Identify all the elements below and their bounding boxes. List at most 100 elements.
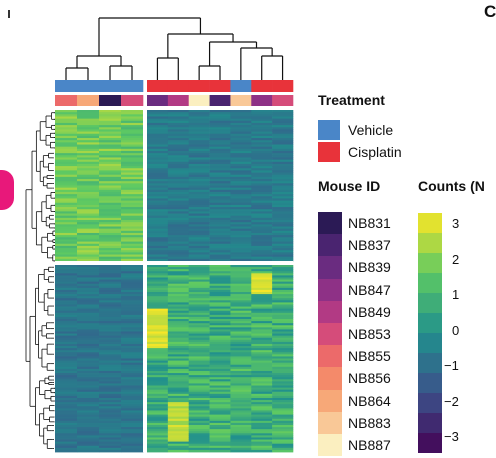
heatmap-cell: [77, 348, 100, 351]
heatmap-cell: [230, 159, 252, 163]
heatmap-cell: [188, 375, 210, 378]
heatmap-cell: [121, 331, 144, 334]
heatmap-cell: [251, 373, 273, 376]
heatmap-cell: [251, 316, 273, 320]
heatmap-cell: [77, 172, 100, 176]
heatmap-cell: [167, 287, 190, 291]
heatmap-cell: [209, 179, 231, 182]
heatmap-cell: [209, 449, 231, 453]
heatmap-cell: [167, 220, 190, 223]
mouse-legend-item: NB887: [318, 433, 391, 457]
heatmap-cell: [188, 410, 210, 413]
heatmap-cell: [251, 252, 273, 255]
heatmap-cell: [121, 250, 144, 253]
heatmap-cell: [230, 217, 252, 221]
heatmap-cell: [188, 381, 210, 384]
mouse-swatch: [318, 367, 342, 390]
heatmap-cell: [251, 427, 273, 430]
heatmap-cell: [55, 129, 78, 132]
heatmap-cell: [55, 362, 78, 366]
heatmap-cell: [55, 404, 78, 407]
heatmap-cell: [121, 191, 144, 195]
heatmap-cell: [272, 269, 294, 272]
heatmap-cell: [77, 239, 100, 242]
heatmap-cell: [251, 129, 273, 132]
heatmap-cell: [167, 314, 190, 318]
heatmap-cell: [99, 327, 122, 330]
heatmap-cell: [55, 125, 78, 128]
heatmap-cell: [121, 142, 144, 145]
heatmap-cell: [121, 354, 144, 357]
color-scale-tick-label: 0: [452, 322, 460, 338]
heatmap-cell: [167, 170, 190, 173]
heatmap-cell: [251, 265, 273, 268]
heatmap-cell: [167, 135, 190, 139]
heatmap-cell: [188, 265, 210, 268]
heatmap-cell: [230, 312, 252, 316]
heatmap-cell: [251, 273, 273, 276]
heatmap-cell: [230, 389, 252, 393]
heatmap-cell: [55, 323, 78, 326]
heatmap-cell: [230, 138, 252, 141]
heatmap-cell: [188, 360, 210, 364]
heatmap-cell: [99, 366, 122, 370]
heatmap-cell: [99, 200, 122, 204]
heatmap-cell: [209, 230, 231, 234]
heatmap-cell: [147, 283, 169, 287]
heatmap-cell: [251, 441, 273, 445]
heatmap-cell: [251, 387, 273, 391]
heatmap-cell: [188, 346, 210, 349]
heatmap-cell: [55, 239, 78, 242]
heatmap-cell: [121, 273, 144, 276]
heatmap-cell: [209, 294, 231, 297]
heatmap-cell: [188, 424, 210, 428]
heatmap-cell: [230, 204, 252, 208]
heatmap-cell: [55, 420, 78, 424]
heatmap-cell: [147, 153, 169, 156]
heatmap-cell: [77, 362, 100, 366]
heatmap-cell: [55, 209, 78, 212]
heatmap-cell: [77, 287, 100, 291]
heatmap-cell: [230, 187, 252, 191]
heatmap-cell: [230, 300, 252, 303]
heatmap-cell: [167, 333, 190, 337]
heatmap-cell: [77, 209, 100, 212]
heatmap-cell: [99, 302, 122, 305]
heatmap-cell: [147, 252, 169, 255]
heatmap-cell: [147, 239, 169, 242]
heatmap-cell: [167, 337, 190, 341]
heatmap-cell: [55, 339, 78, 343]
heatmap-cell: [121, 343, 144, 347]
heatmap-cell: [147, 389, 169, 393]
heatmap-cell: [209, 285, 231, 289]
heatmap-cell: [188, 230, 210, 234]
heatmap-cell: [230, 185, 252, 189]
heatmap-cell: [167, 110, 190, 113]
heatmap-cell: [272, 327, 294, 330]
mouse-id-cell: [230, 95, 252, 106]
heatmap-cell: [99, 254, 122, 258]
heatmap-cell: [209, 200, 231, 204]
heatmap-cell: [230, 116, 252, 120]
heatmap-cell: [121, 228, 144, 232]
heatmap-cell: [167, 447, 190, 451]
heatmap-cell: [55, 395, 78, 399]
heatmap-cell: [55, 377, 78, 380]
heatmap-cell: [167, 217, 190, 221]
heatmap-cell: [272, 331, 294, 334]
heatmap-cell: [251, 187, 273, 191]
heatmap-cell: [99, 418, 122, 422]
heatmap-cell: [147, 306, 169, 310]
heatmap-cell: [188, 391, 210, 395]
heatmap-cell: [188, 129, 210, 132]
heatmap-cell: [99, 304, 122, 307]
treatment-cell: [251, 80, 273, 92]
heatmap-cell: [77, 157, 100, 161]
heatmap-cell: [272, 358, 294, 361]
heatmap-cell: [188, 166, 210, 169]
heatmap-cell: [188, 273, 210, 276]
heatmap-cell: [121, 256, 144, 260]
heatmap-cell: [147, 341, 169, 345]
heatmap-cell: [99, 122, 122, 126]
heatmap-cell: [121, 125, 144, 128]
